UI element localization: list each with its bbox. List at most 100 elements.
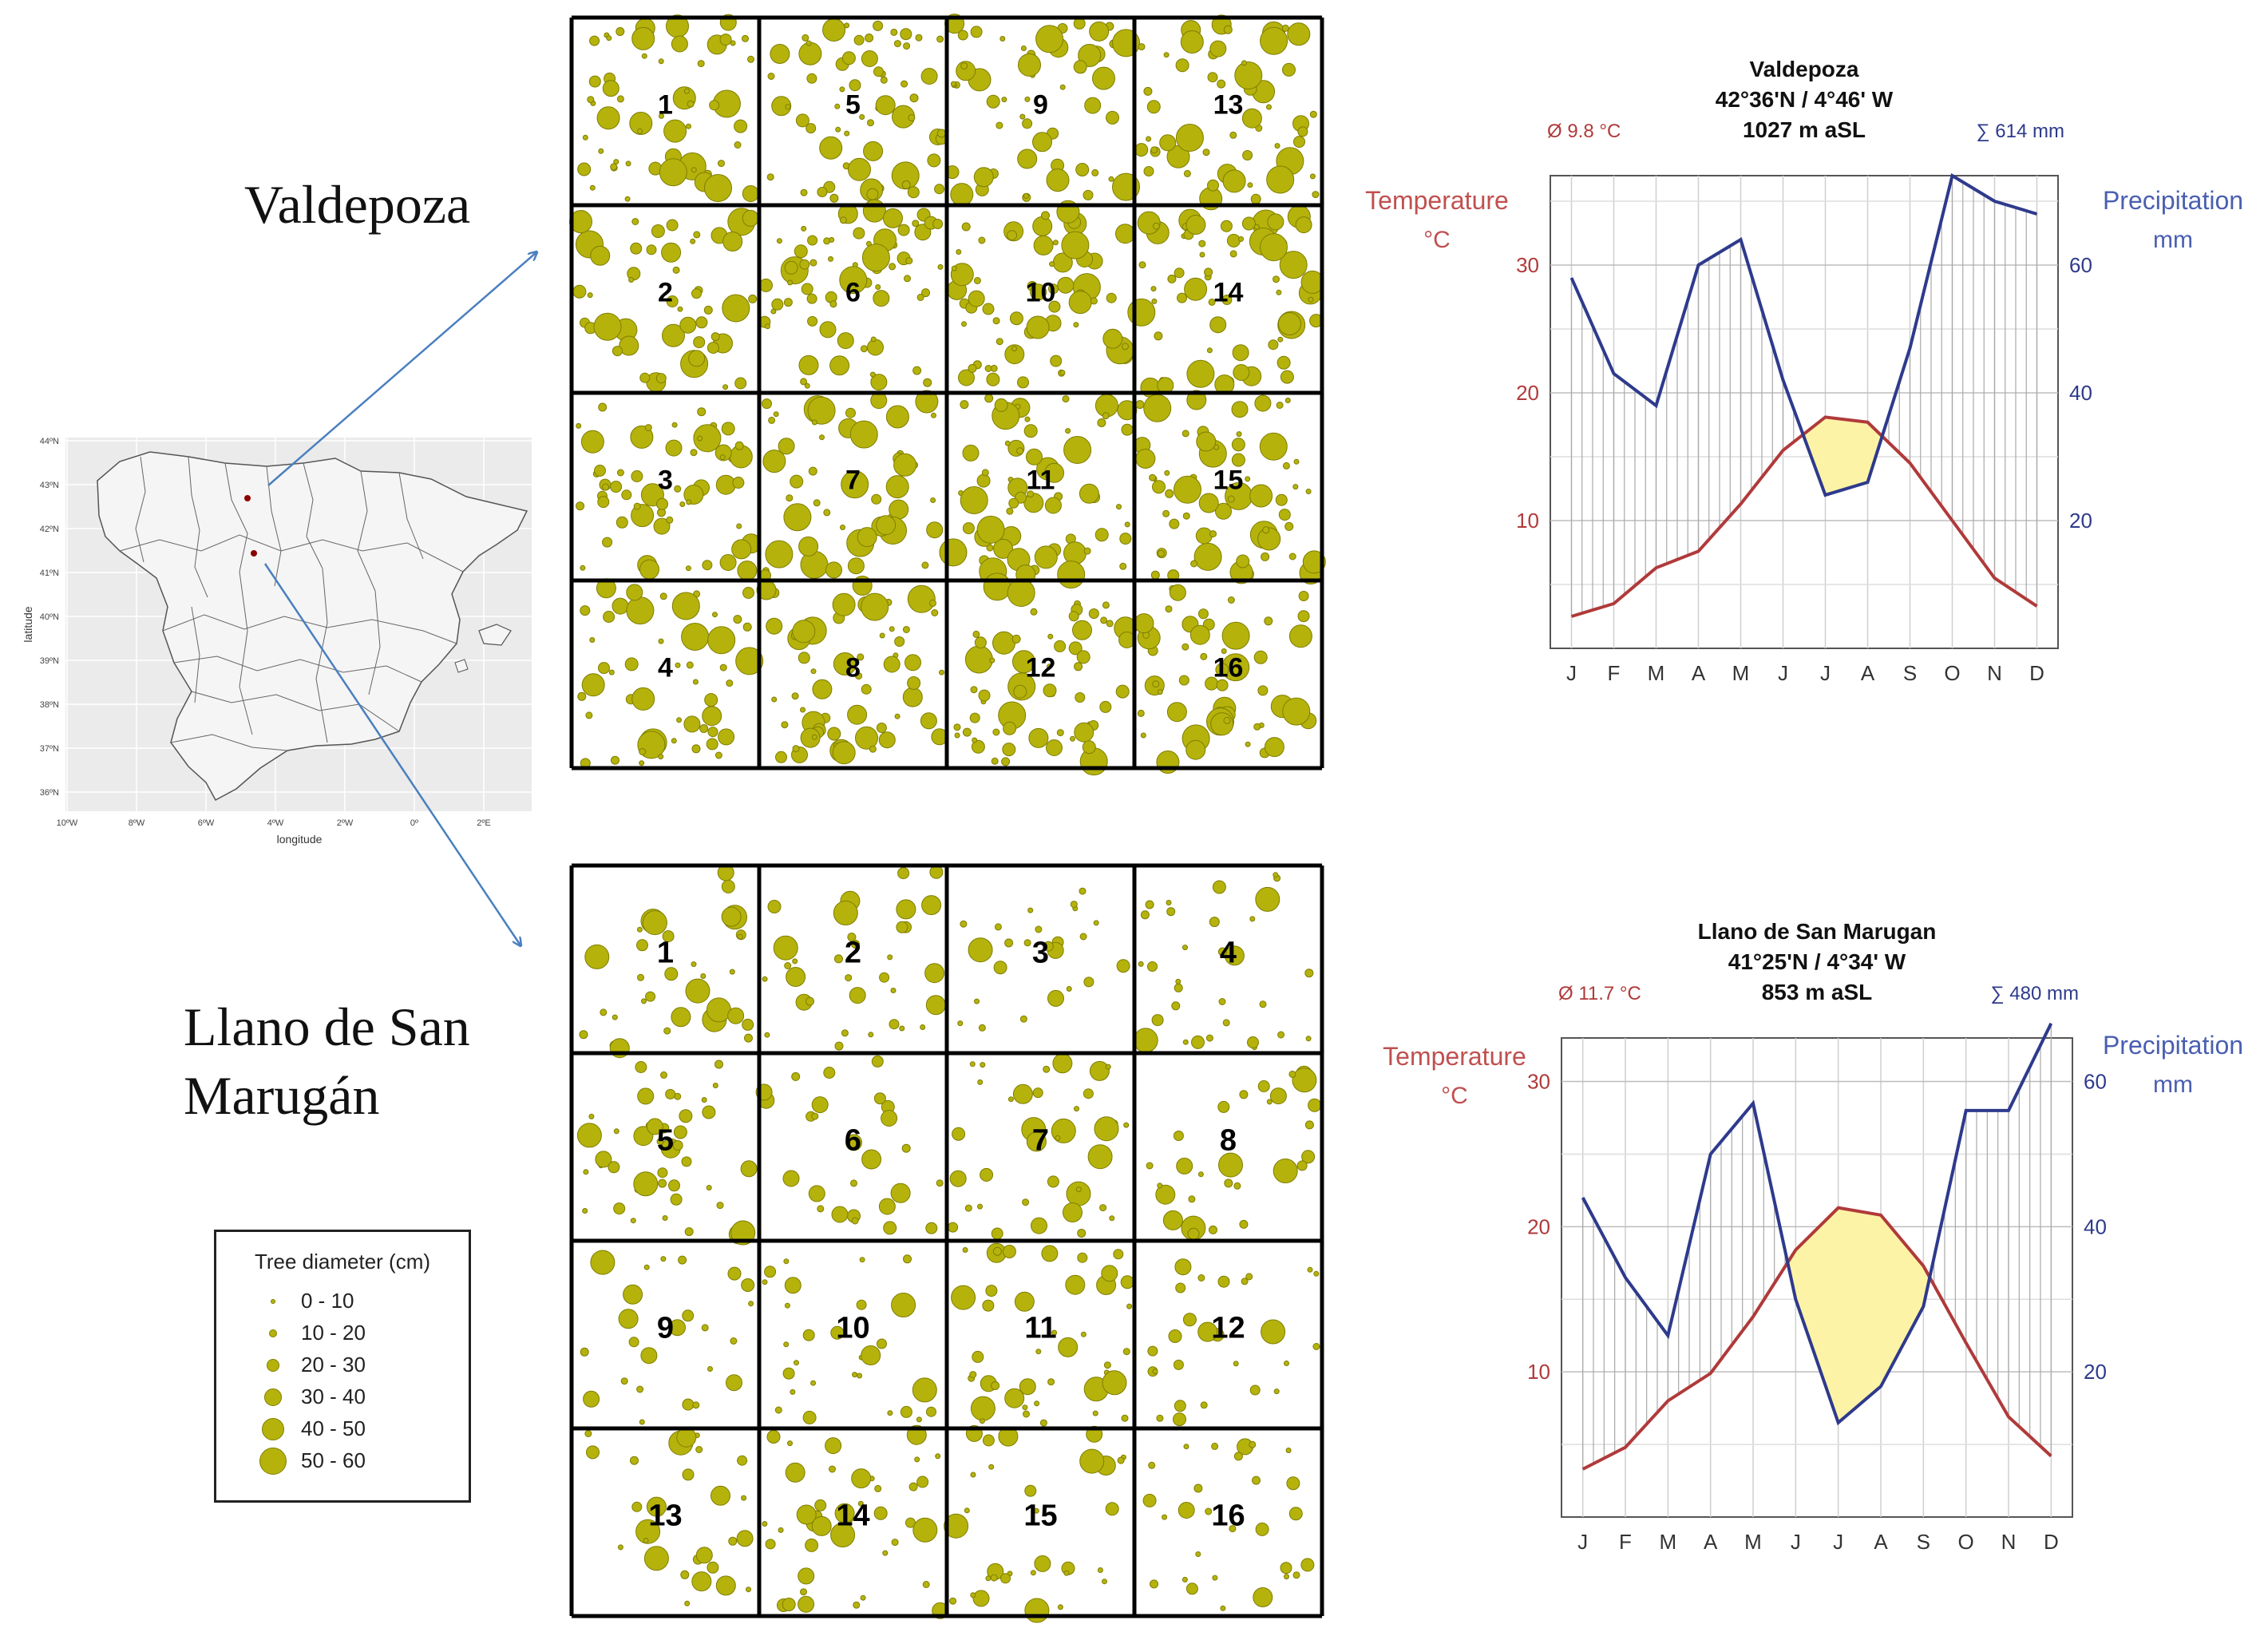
plot-number: 4	[658, 652, 673, 683]
tree	[829, 236, 835, 243]
tree	[748, 294, 758, 303]
month-label: A	[1874, 1530, 1888, 1554]
tree	[1122, 1348, 1130, 1356]
tree	[873, 1092, 886, 1105]
tree	[1242, 150, 1253, 160]
tree	[1269, 1087, 1287, 1105]
tree	[883, 656, 900, 673]
tree	[1075, 163, 1090, 176]
tree	[630, 242, 643, 255]
tree	[681, 1156, 692, 1167]
tree	[1043, 941, 1054, 952]
tree	[714, 444, 732, 461]
tree	[1293, 458, 1300, 465]
tree	[863, 141, 884, 161]
tree	[1033, 1507, 1039, 1514]
tree	[1123, 1122, 1130, 1128]
tree	[974, 998, 980, 1004]
site-label-llano-line1: Llano de San	[184, 996, 470, 1057]
tree	[889, 626, 895, 632]
tree	[792, 958, 798, 965]
tree	[1264, 616, 1273, 626]
tree	[861, 244, 890, 272]
tree	[867, 339, 884, 356]
tree	[954, 732, 960, 739]
tree	[679, 1109, 693, 1123]
tree	[1070, 901, 1078, 909]
tree	[1205, 1034, 1213, 1042]
tree	[1212, 1575, 1218, 1581]
tree	[1261, 1319, 1286, 1345]
tree	[1182, 945, 1188, 951]
tree	[1138, 261, 1146, 269]
tree	[618, 1309, 639, 1329]
tree	[1245, 741, 1251, 747]
tree	[608, 669, 615, 675]
tree	[869, 371, 876, 378]
balearic-island-small	[454, 659, 469, 673]
tree	[926, 1406, 936, 1417]
tree	[870, 392, 888, 410]
tree	[1002, 743, 1016, 757]
tree	[1079, 747, 1108, 776]
tree	[978, 689, 991, 702]
tree	[587, 292, 593, 299]
tree	[1004, 938, 1014, 948]
tree	[721, 422, 735, 436]
tree	[792, 620, 816, 644]
tree	[631, 218, 639, 225]
tree	[849, 79, 861, 92]
tree	[1083, 976, 1094, 988]
tree	[639, 1419, 645, 1425]
tree	[894, 713, 900, 719]
tree	[929, 865, 944, 879]
tree	[927, 153, 941, 168]
tree	[1209, 316, 1227, 334]
tree	[970, 1472, 976, 1478]
month-label: J	[1577, 1530, 1588, 1554]
legend-class-label: 30 - 40	[301, 1384, 366, 1408]
tree	[1056, 729, 1064, 737]
tree	[587, 96, 595, 104]
tree	[1249, 916, 1256, 922]
tree	[784, 1302, 790, 1309]
tree	[1079, 1448, 1105, 1474]
tree	[1309, 110, 1317, 118]
plot-number: 15	[1213, 465, 1244, 495]
tree	[679, 501, 686, 507]
tree	[807, 235, 818, 246]
tree	[871, 493, 882, 505]
tree	[643, 1546, 669, 1571]
tree	[1277, 312, 1301, 335]
tree	[762, 1521, 768, 1527]
tree	[1167, 274, 1177, 283]
tree	[762, 398, 772, 410]
tree	[1089, 1060, 1110, 1081]
tree	[765, 540, 794, 568]
plot-number: 1	[658, 89, 673, 120]
tree	[874, 1484, 882, 1492]
tree	[1017, 149, 1038, 169]
tree	[848, 157, 871, 181]
tree	[1196, 431, 1217, 452]
tree	[1041, 1245, 1059, 1262]
tree	[790, 1388, 796, 1395]
tree	[1134, 613, 1154, 634]
tree	[798, 1567, 815, 1585]
tree	[819, 321, 837, 339]
tree	[1262, 526, 1270, 534]
tree	[885, 405, 909, 429]
tree	[905, 257, 913, 265]
tree	[930, 497, 936, 503]
tree	[844, 22, 850, 29]
tree	[646, 244, 657, 256]
tree	[580, 605, 591, 616]
tree	[706, 997, 731, 1023]
tree	[744, 1033, 753, 1043]
tree	[912, 220, 920, 228]
tree	[639, 748, 647, 755]
tree	[633, 1171, 659, 1197]
tree	[1115, 224, 1135, 244]
tree	[1245, 1273, 1253, 1281]
tree	[782, 1170, 800, 1187]
